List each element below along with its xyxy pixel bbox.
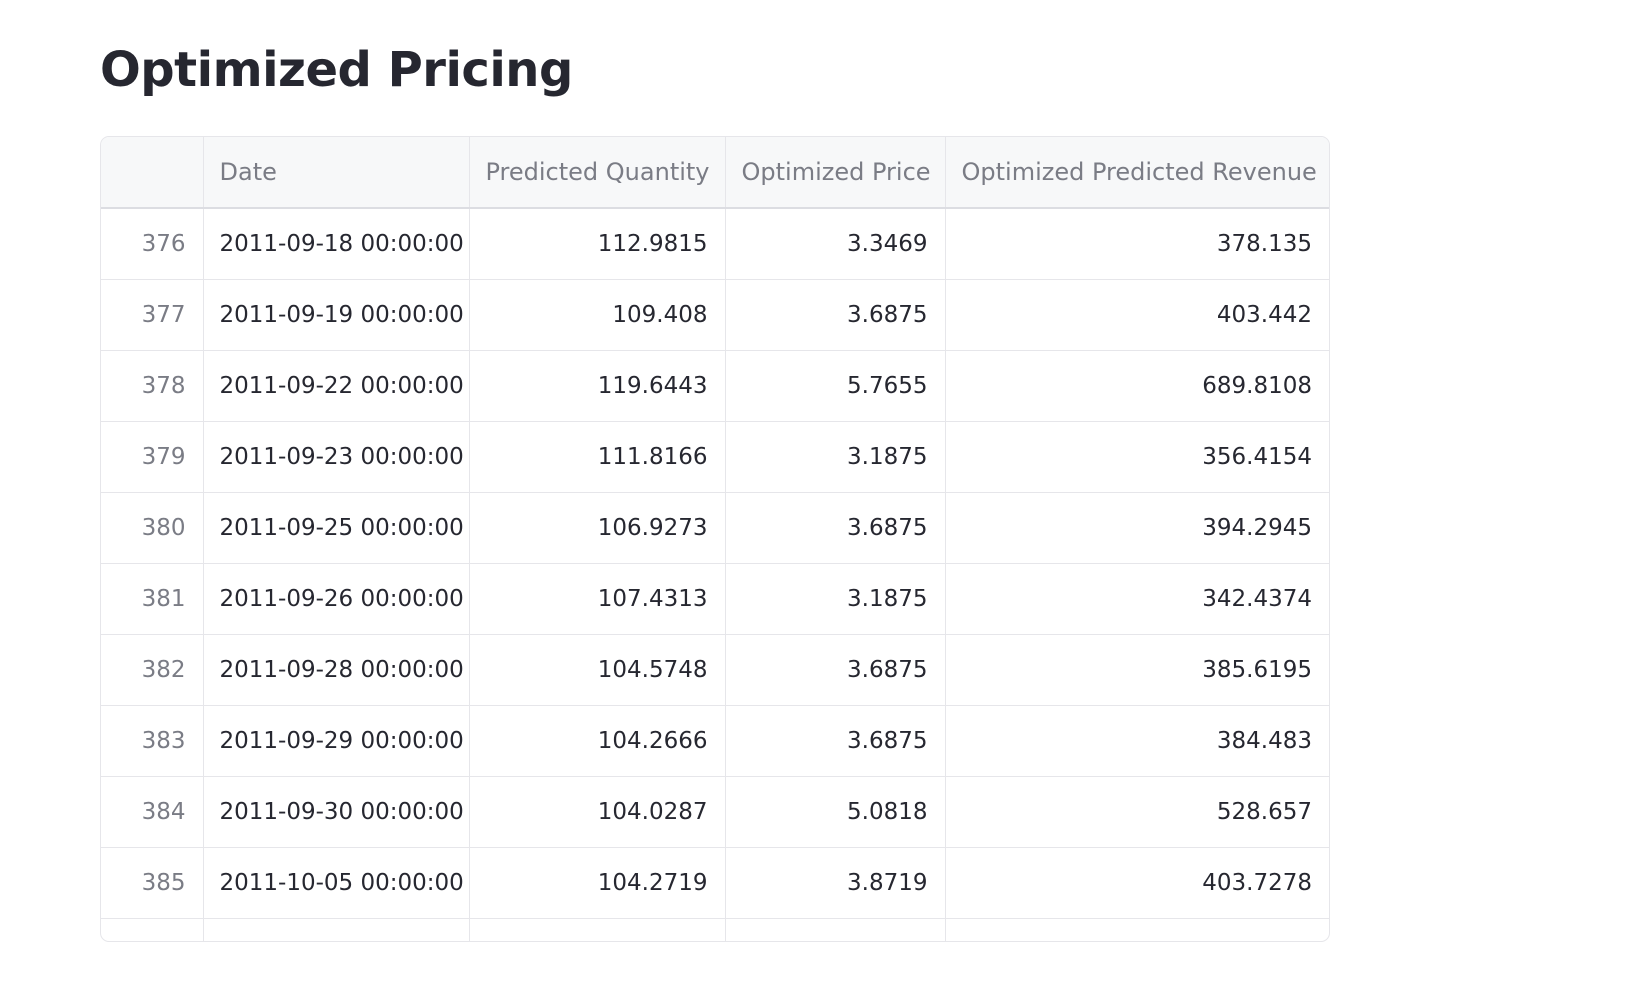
date-cell[interactable]: 2011-09-18 00:00:00 <box>203 208 470 280</box>
optimized-price-cell[interactable]: 3.1875 <box>725 421 946 493</box>
optimized-price-cell[interactable]: 3.8719 <box>725 847 946 919</box>
optimized-predicted-revenue-cell[interactable]: 378.135 <box>945 208 1329 280</box>
optimized-predicted-revenue-cell[interactable]: 385.6195 <box>945 634 1329 706</box>
optimized-price-cell[interactable]: 5.0818 <box>725 776 946 848</box>
table-row[interactable]: 3862011-10-10 00:00:00105.29815.0818535.… <box>101 918 1329 941</box>
date-cell[interactable]: 2011-09-25 00:00:00 <box>203 492 470 564</box>
predicted-quantity-cell[interactable]: 109.408 <box>469 279 726 351</box>
table-body: 376 2011-09-18 00:00:00 112.9815 3.3469 378.… <box>101 208 1329 941</box>
table-row[interactable]: 384 2011-09-30 00:00:00 104.0287 5.0818 528.… <box>101 776 1329 848</box>
column-header-index[interactable] <box>101 137 204 209</box>
predicted-quantity-cell[interactable]: 119.6443 <box>469 350 726 422</box>
table-header: Date Predicted Quantity Optimized Price … <box>101 137 1329 209</box>
optimized-price-cell[interactable]: 3.6875 <box>725 705 946 777</box>
optimized-predicted-revenue-cell[interactable]: 342.4374 <box>945 563 1329 635</box>
table-row[interactable]: 385 2011-10-05 00:00:00 104.2719 3.8719 403.… <box>101 847 1329 919</box>
optimized-price-cell[interactable]: 5.7655 <box>725 350 946 422</box>
header-row: Date Predicted Quantity Optimized Price … <box>101 137 1329 209</box>
column-header-optimized-price[interactable]: Optimized Price <box>725 137 946 209</box>
table-row[interactable]: 383 2011-09-29 00:00:00 104.2666 3.6875 384.… <box>101 705 1329 777</box>
optimized-predicted-revenue-cell[interactable]: 535.5103 <box>945 918 1329 941</box>
row-index-cell[interactable]: 377 <box>101 279 204 351</box>
date-cell[interactable]: 2011-09-19 00:00:00 <box>203 279 470 351</box>
row-index-cell[interactable]: 379 <box>101 421 204 493</box>
predicted-quantity-cell[interactable]: 104.5748 <box>469 634 726 706</box>
predicted-quantity-cell[interactable]: 104.2719 <box>469 847 726 919</box>
column-header-date[interactable]: Date <box>203 137 470 209</box>
optimized-price-cell[interactable]: 3.3469 <box>725 208 946 280</box>
optimized-price-cell[interactable]: 3.6875 <box>725 279 946 351</box>
row-index-cell[interactable]: 384 <box>101 776 204 848</box>
pricing-table: Date Predicted Quantity Optimized Price … <box>101 137 1329 941</box>
optimized-predicted-revenue-cell[interactable]: 528.657 <box>945 776 1329 848</box>
row-index-cell[interactable]: 380 <box>101 492 204 564</box>
row-index-cell[interactable]: 378 <box>101 350 204 422</box>
row-index-cell[interactable]: 383 <box>101 705 204 777</box>
date-cell[interactable]: 2011-09-23 00:00:00 <box>203 421 470 493</box>
predicted-quantity-cell[interactable]: 104.0287 <box>469 776 726 848</box>
predicted-quantity-cell[interactable]: 107.4313 <box>469 563 726 635</box>
optimized-predicted-revenue-cell[interactable]: 394.2945 <box>945 492 1329 564</box>
predicted-quantity-cell[interactable]: 111.8166 <box>469 421 726 493</box>
date-cell[interactable]: 2011-09-28 00:00:00 <box>203 634 470 706</box>
column-header-predicted-quantity[interactable]: Predicted Quantity <box>469 137 726 209</box>
date-cell[interactable]: 2011-09-30 00:00:00 <box>203 776 470 848</box>
table-row[interactable]: 382 2011-09-28 00:00:00 104.5748 3.6875 385.… <box>101 634 1329 706</box>
predicted-quantity-cell[interactable]: 105.2981 <box>469 918 726 941</box>
optimized-price-cell[interactable]: 3.1875 <box>725 563 946 635</box>
table-row[interactable]: 378 2011-09-22 00:00:00 119.6443 5.7655 689.… <box>101 350 1329 422</box>
table-row[interactable]: 381 2011-09-26 00:00:00 107.4313 3.1875 342.… <box>101 563 1329 635</box>
predicted-quantity-cell[interactable]: 104.2666 <box>469 705 726 777</box>
table-row[interactable]: 377 2011-09-19 00:00:00 109.408 3.6875 403.4… <box>101 279 1329 351</box>
row-index-cell[interactable]: 381 <box>101 563 204 635</box>
row-index-cell[interactable]: 386 <box>101 918 204 941</box>
table-row[interactable]: 379 2011-09-23 00:00:00 111.8166 3.1875 356.… <box>101 421 1329 493</box>
predicted-quantity-cell[interactable]: 106.9273 <box>469 492 726 564</box>
dataframe-table[interactable]: Date Predicted Quantity Optimized Price … <box>100 136 1330 942</box>
table-row[interactable]: 376 2011-09-18 00:00:00 112.9815 3.3469 378.… <box>101 208 1329 280</box>
optimized-predicted-revenue-cell[interactable]: 403.7278 <box>945 847 1329 919</box>
date-cell[interactable]: 2011-10-05 00:00:00 <box>203 847 470 919</box>
date-cell[interactable]: 2011-09-29 00:00:00 <box>203 705 470 777</box>
optimized-predicted-revenue-cell[interactable]: 384.483 <box>945 705 1329 777</box>
row-index-cell[interactable]: 376 <box>101 208 204 280</box>
date-cell[interactable]: 2011-09-26 00:00:00 <box>203 563 470 635</box>
table-row[interactable]: 380 2011-09-25 00:00:00 106.9273 3.6875 394.… <box>101 492 1329 564</box>
optimized-price-cell[interactable]: 3.6875 <box>725 634 946 706</box>
optimized-predicted-revenue-cell[interactable]: 356.4154 <box>945 421 1329 493</box>
date-cell[interactable]: 2011-09-22 00:00:00 <box>203 350 470 422</box>
optimized-price-cell[interactable]: 5.0818 <box>725 918 946 941</box>
optimized-predicted-revenue-cell[interactable]: 689.8108 <box>945 350 1329 422</box>
row-index-cell[interactable]: 385 <box>101 847 204 919</box>
date-cell[interactable]: 2011-10-10 00:00:00 <box>203 918 470 941</box>
optimized-price-cell[interactable]: 3.6875 <box>725 492 946 564</box>
page-title: Optimized Pricing <box>100 42 573 98</box>
predicted-quantity-cell[interactable]: 112.9815 <box>469 208 726 280</box>
column-header-optimized-predicted-revenue[interactable]: Optimized Predicted Revenue <box>945 137 1329 209</box>
row-index-cell[interactable]: 382 <box>101 634 204 706</box>
optimized-predicted-revenue-cell[interactable]: 403.442 <box>945 279 1329 351</box>
